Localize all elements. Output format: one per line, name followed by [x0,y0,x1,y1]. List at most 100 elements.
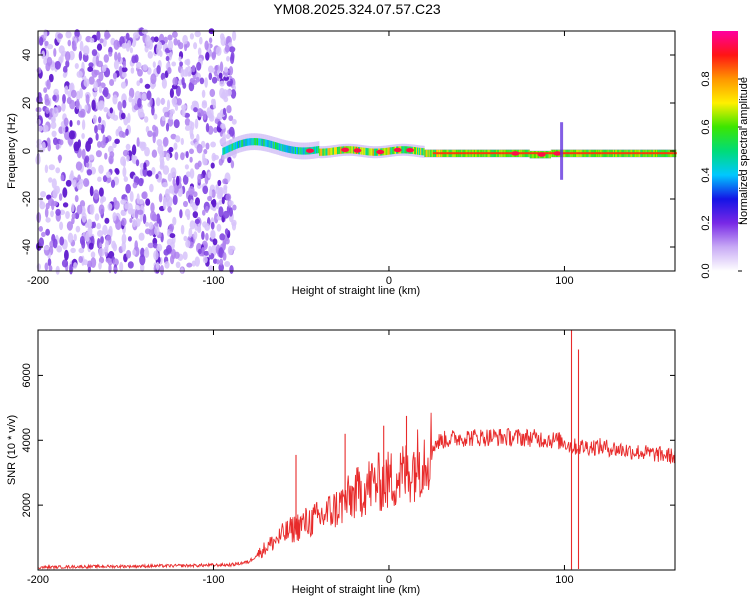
band-cell [222,147,224,156]
noise-point [155,173,159,179]
band-cell [332,147,335,155]
colorbar-tick-label: 0.2 [700,215,712,230]
noise-point [216,202,220,210]
noise-point [153,250,159,261]
noise-point [228,46,236,53]
band-cell [231,143,233,151]
noise-point [142,64,148,71]
noise-point [91,99,96,111]
noise-point [193,107,198,113]
noise-point [216,223,222,232]
band-core [504,152,507,155]
noise-point [89,204,95,215]
band-core [610,152,612,155]
band-core [506,152,509,155]
band-core [443,152,446,155]
band-cell [223,147,225,155]
band-core [494,152,497,155]
band-cell [367,148,369,156]
noise-point [223,96,229,103]
noise-point [85,231,90,243]
noise-point [61,259,69,268]
band-core [469,152,472,155]
noise-point [97,176,102,182]
noise-point [219,80,225,87]
band-cell [431,149,434,157]
noise-point [180,137,184,146]
y-tick-label: -40 [21,239,33,255]
noise-point [36,67,42,74]
noise-point [46,56,53,66]
noise-point [185,240,191,248]
band-cell [329,148,331,156]
noise-point [182,34,188,45]
noise-point [149,97,153,107]
y-tick-label: 6000 [21,363,33,387]
noise-point [208,72,213,81]
noise-point [222,240,227,251]
noise-point [98,256,105,264]
noise-point [138,141,143,149]
noise-point [200,109,204,117]
band-cell [330,147,332,155]
noise-point [223,186,228,195]
noise-point [129,47,133,54]
band-core [480,152,482,155]
noise-point [158,218,162,228]
noise-point [50,121,57,129]
band-core [645,152,647,155]
noise-point [218,72,223,79]
band-hotspot [306,148,314,153]
band-cell [385,147,387,156]
band-cell [259,138,261,146]
noise-point [39,36,44,46]
noise-point [224,44,230,53]
band-core [606,152,609,155]
noise-point [173,142,178,150]
band-cell [261,138,263,146]
band-cell [325,148,327,156]
noise-point [119,261,124,272]
noise-point [94,69,100,76]
band-core [634,152,637,155]
noise-point [91,49,98,57]
noise-point [86,169,93,176]
noise-point [173,251,180,259]
band-cell [245,138,247,146]
noise-point [89,185,94,197]
noise-point [212,154,219,160]
band-cell [363,147,365,155]
noise-point [95,102,101,111]
noise-point [202,255,208,264]
noise-point [72,179,77,188]
band-core [661,152,663,155]
noise-point [197,222,201,232]
noise-point [169,233,176,239]
noise-point [75,225,81,233]
band-cell [338,146,340,154]
noise-point [175,175,180,186]
band-cell [227,145,229,153]
noise-point [98,204,105,215]
noise-point [216,259,220,265]
spectrogram-marks [35,27,677,276]
band-cell [263,139,265,147]
noise-point [113,267,118,273]
noise-point [195,76,200,83]
noise-point [161,78,167,89]
noise-point [47,44,54,50]
noise-point [67,232,74,243]
noise-point [36,119,41,125]
noise-point [81,148,86,160]
band-cell [352,146,355,154]
band-hotspot [553,151,562,156]
band-core [497,152,500,155]
noise-point [104,152,108,160]
noise-point [47,258,52,267]
noise-point [154,36,159,43]
noise-point [109,151,115,159]
noise-point [123,116,129,126]
noise-point [83,78,90,87]
noise-point [199,36,203,45]
noise-point [151,167,156,175]
